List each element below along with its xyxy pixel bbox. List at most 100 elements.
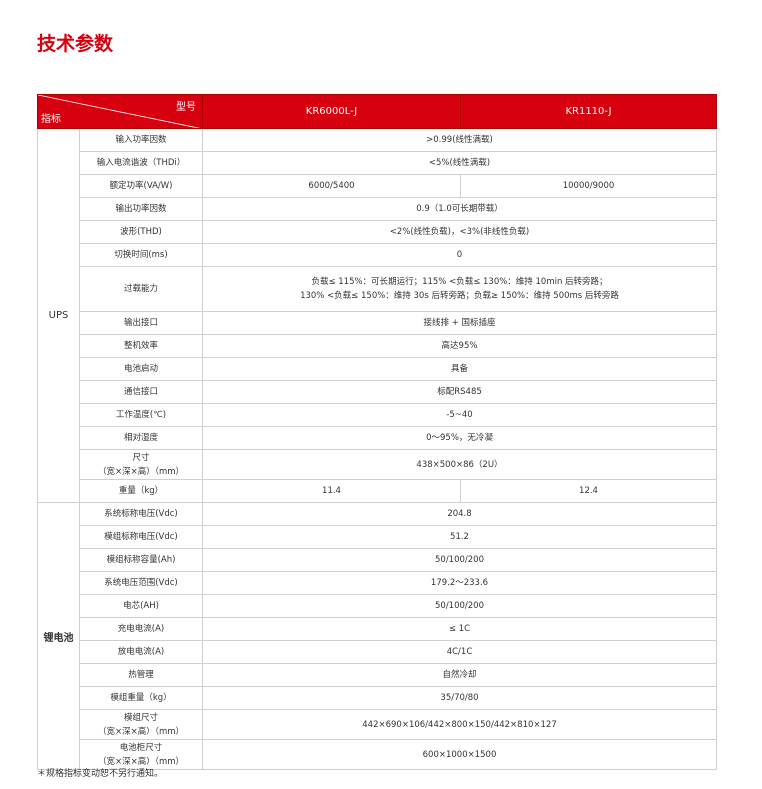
value-cell: 具备 xyxy=(202,357,717,381)
value-cell: 0.9（1.0可长期带载） xyxy=(202,197,717,221)
param-text: 充电电流(A) xyxy=(117,624,165,634)
value-text: >0.99(线性满载) xyxy=(426,135,493,145)
param-cell: 电池启动 xyxy=(79,357,203,381)
value-text: 具备 xyxy=(450,364,468,374)
value-text: 0 xyxy=(456,250,463,260)
value-text: 自然冷却 xyxy=(442,670,477,680)
value-cell: 12.4 xyxy=(460,479,717,503)
param-text: 电池启动 xyxy=(123,364,158,374)
value-cell: 11.4 xyxy=(202,479,461,503)
table-row: 工作温度(℃) -5~40 xyxy=(38,403,717,427)
param-cell: 放电电流(A) xyxy=(79,640,203,664)
table-row: 额定功率(VA/W) 6000/5400 10000/9000 xyxy=(38,174,717,198)
value-cell: 600×1000×1500 xyxy=(202,739,717,770)
value-text: 4C/1C xyxy=(446,647,473,657)
value-text: 50/100/200 xyxy=(435,601,484,611)
param-text: 额定功率(VA/W) xyxy=(109,181,173,191)
param-cell: 波形(THD) xyxy=(79,220,203,244)
param-text: 模组标称容量(Ah) xyxy=(106,555,176,565)
value-cell: 438×500×86（2U） xyxy=(202,449,717,480)
model-name: KR1110-J xyxy=(460,94,717,129)
param-cell: 模组重量（kg） xyxy=(79,686,203,710)
diagonal xyxy=(38,95,198,128)
param-cell: 过载能力 xyxy=(79,266,203,312)
value-text: 标配RS485 xyxy=(437,387,482,397)
param-text: 工作温度(℃) xyxy=(115,410,167,420)
page-title: 技术参数 xyxy=(37,33,114,55)
param-text: 模组标称电压(Vdc) xyxy=(104,532,178,542)
param-cell: 相对湿度 xyxy=(79,426,203,450)
param-text: 波形(THD) xyxy=(120,227,162,237)
table-body: UPS 输入功率因数 >0.99(线性满载) 输入电流谐波（THDi） <5%(线性满载… xyxy=(37,128,717,770)
value-cell: 10000/9000 xyxy=(460,174,717,198)
model-label: 型号 xyxy=(176,102,196,113)
param-cell: 电池柜尺寸 （宽×深×高）（mm） xyxy=(79,739,203,770)
value-text: 高达95% xyxy=(441,341,478,351)
value-text: -5~40 xyxy=(446,410,473,420)
value-text: ≤ 1C xyxy=(448,624,471,634)
param-text: 模组尺寸 xyxy=(123,712,158,723)
value-cell: 0 xyxy=(202,243,717,267)
value-cell: 442×690×106/442×800×150/442×810×127 xyxy=(202,709,717,740)
table-row: 电池启动 具备 xyxy=(38,357,717,381)
param-cell: 输出接口 xyxy=(79,311,203,335)
group-cell: UPS xyxy=(37,128,80,503)
table-row: 输出接口 接线排 + 国标插座 xyxy=(38,311,717,335)
param-cell: 电芯(AH) xyxy=(79,594,203,618)
param-text: 模组重量（kg） xyxy=(110,693,172,703)
value-cell: 179.2～233.6 xyxy=(202,571,717,595)
value-cell: 50/100/200 xyxy=(202,594,717,618)
table-row: 充电电流(A) ≤ 1C xyxy=(38,617,717,641)
table-row: 重量（kg） 11.4 12.4 xyxy=(38,479,717,503)
param-cell: 系统标称电压(Vdc) xyxy=(79,502,203,526)
param-cell: 模组标称容量(Ah) xyxy=(79,548,203,572)
param-text: （宽×深×高）（mm） xyxy=(97,756,185,767)
param-cell: 模组尺寸 （宽×深×高）（mm） xyxy=(79,709,203,740)
param-text: 电芯(AH) xyxy=(123,601,159,611)
table-row: 切换时间(ms) 0 xyxy=(38,243,717,267)
header-corner: 型号 指标 xyxy=(37,94,203,129)
table-row: 模组标称容量(Ah) 50/100/200 xyxy=(38,548,717,572)
value-cell: 高达95% xyxy=(202,334,717,358)
table-row: 模组尺寸 （宽×深×高）（mm） 442×690×106/442×800×150/4… xyxy=(38,709,717,740)
value-text: 204.8 xyxy=(447,509,472,519)
spec-table: 型号 指标 KR6000L-J KR1110-J UPS 输入功率因数 >0.99(… xyxy=(37,94,717,770)
index-label: 指标 xyxy=(41,114,61,125)
value-cell: 负载≤ 115%：可长期运行；115% <负载≤ 130%：维持 10min 后… xyxy=(202,266,717,312)
param-cell: 尺寸 （宽×深×高）（mm） xyxy=(79,449,203,480)
param-cell: 输出功率因数 xyxy=(79,197,203,221)
param-text: 重量（kg） xyxy=(118,486,164,496)
param-cell: 工作温度(℃) xyxy=(79,403,203,427)
table-row: 电芯(AH) 50/100/200 xyxy=(38,594,717,618)
param-text: 热管理 xyxy=(128,670,154,680)
value-cell: <5%(线性满载) xyxy=(202,151,717,175)
param-text: 输入电流谐波（THDi） xyxy=(96,158,186,168)
param-cell: 模组标称电压(Vdc) xyxy=(79,525,203,549)
value-cell: 6000/5400 xyxy=(202,174,461,198)
value-cell: 35/70/80 xyxy=(202,686,717,710)
value-cell: 自然冷却 xyxy=(202,663,717,687)
param-text: 整机效率 xyxy=(123,341,158,351)
param-cell: 输入功率因数 xyxy=(79,128,203,152)
value-text: 0.9（1.0可长期带载） xyxy=(416,204,503,214)
param-text: 电池柜尺寸 xyxy=(119,742,163,753)
param-text: 系统电压范围(Vdc) xyxy=(104,578,178,588)
param-text: 输出接口 xyxy=(123,318,158,328)
param-text: 放电电流(A) xyxy=(117,647,165,657)
param-text: 尺寸 xyxy=(132,452,150,463)
param-text: 通信接口 xyxy=(123,387,158,397)
value-cell: 4C/1C xyxy=(202,640,717,664)
param-cell: 热管理 xyxy=(79,663,203,687)
value-text: 0～95%，无冷凝 xyxy=(426,433,493,443)
value-text: 600×1000×1500 xyxy=(422,749,497,760)
param-cell: 切换时间(ms) xyxy=(79,243,203,267)
model-name: KR6000L-J xyxy=(202,94,461,129)
table-row: 输出功率因数 0.9（1.0可长期带载） xyxy=(38,197,717,221)
value-text: 442×690×106/442×800×150/442×810×127 xyxy=(362,719,557,730)
table-row: 尺寸 （宽×深×高）（mm） 438×500×86（2U） xyxy=(38,449,717,480)
value-text: 179.2～233.6 xyxy=(430,578,489,588)
param-text: 系统标称电压(Vdc) xyxy=(104,509,178,519)
param-cell: 充电电流(A) xyxy=(79,617,203,641)
value-text: 负载≤ 115%：可长期运行；115% <负载≤ 130%：维持 10min 后… xyxy=(311,277,608,287)
